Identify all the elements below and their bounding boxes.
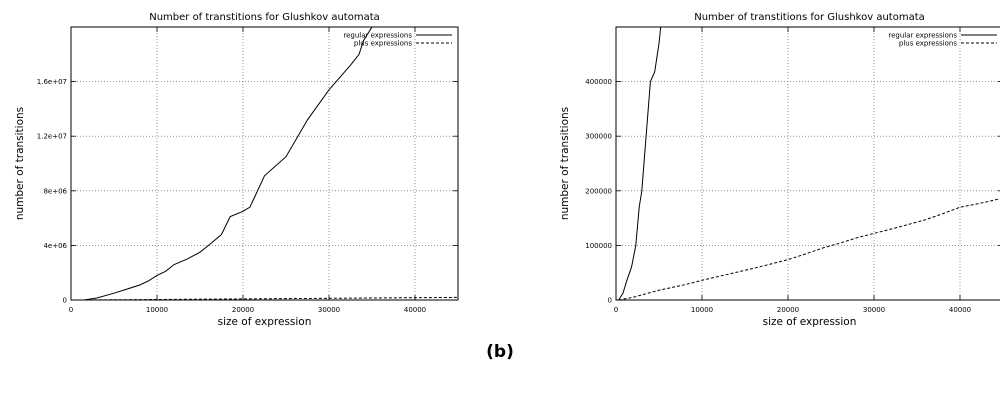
x-tick-label: 30000 <box>318 306 340 314</box>
y-tick-label: 8e+06 <box>43 187 67 195</box>
chart-panel-transitions-large: 0 10000 20000 30000 40000 0 4e+06 8e+06 1.2e+07 1… <box>14 12 459 328</box>
legend-label: plus expressions <box>354 40 412 48</box>
legend-label: plus expressions <box>899 40 957 48</box>
y-tick-label: 4e+06 <box>43 242 67 250</box>
y-tick-label: 400000 <box>585 78 612 86</box>
series-line-regular-expressions <box>618 27 662 300</box>
y-axis-label: number of transitions <box>14 107 26 220</box>
legend-label: regular expressions <box>343 32 412 40</box>
y-tick-label: 0 <box>63 297 67 305</box>
y-tick-label: 300000 <box>585 133 612 141</box>
x-tick-label: 0 <box>69 306 73 314</box>
x-tick-label: 40000 <box>949 306 971 314</box>
y-tick-label: 1.6e+07 <box>37 78 67 86</box>
x-axis-label: size of expression <box>218 316 312 328</box>
x-axis-label: size of expression <box>763 316 857 328</box>
y-tick-label: 100000 <box>585 242 612 250</box>
x-tick-label: 10000 <box>146 306 168 314</box>
x-tick-label: 20000 <box>777 306 799 314</box>
y-axis-label: number of transitions <box>559 107 571 220</box>
plot-frame <box>70 26 459 301</box>
chart-title: Number of transtitions for Glushkov auto… <box>149 12 380 23</box>
legend-label: regular expressions <box>888 32 957 40</box>
y-tick-label: 0 <box>608 297 612 305</box>
y-tick-label: 200000 <box>585 187 612 195</box>
x-tick-label: 10000 <box>691 306 713 314</box>
chart-title: Number of transtitions for Glushkov auto… <box>694 12 925 23</box>
series-line-plus-expressions <box>618 198 1000 300</box>
chart-panel-transitions-zoomed: 0 10000 20000 30000 400000100000200000300000… <box>559 12 1000 328</box>
x-tick-label: 20000 <box>232 306 254 314</box>
y-tick-label: 1.2e+07 <box>37 133 67 141</box>
x-tick-label: 40000 <box>404 306 426 314</box>
figure-label: (b) <box>486 342 514 362</box>
plot-frame <box>615 26 1000 301</box>
x-tick-label: 30000 <box>863 306 885 314</box>
x-tick-label: 0 <box>614 306 618 314</box>
series-line-regular-expressions <box>83 27 373 300</box>
